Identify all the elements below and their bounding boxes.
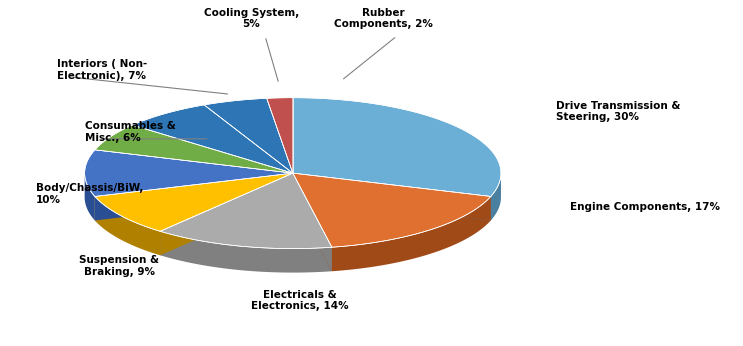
Text: Suspension &
Braking, 9%: Suspension & Braking, 9% (80, 255, 159, 277)
Polygon shape (95, 173, 293, 220)
Polygon shape (160, 173, 293, 255)
Polygon shape (95, 125, 293, 173)
Polygon shape (160, 173, 332, 248)
Text: Rubber
Components, 2%: Rubber Components, 2% (334, 8, 432, 29)
Polygon shape (204, 98, 293, 173)
Text: Cooling System,
5%: Cooling System, 5% (204, 8, 299, 29)
Polygon shape (160, 231, 332, 273)
Polygon shape (332, 197, 491, 271)
Polygon shape (85, 150, 293, 197)
Polygon shape (293, 173, 491, 220)
Text: Drive Transmission &
Steering, 30%: Drive Transmission & Steering, 30% (557, 101, 681, 122)
Text: Consumables &
Misc., 6%: Consumables & Misc., 6% (85, 121, 175, 143)
Polygon shape (95, 197, 160, 255)
Text: Engine Components, 17%: Engine Components, 17% (571, 202, 721, 212)
Text: Body/Chassis/BiW,
10%: Body/Chassis/BiW, 10% (36, 183, 143, 204)
Polygon shape (491, 174, 501, 220)
Polygon shape (132, 105, 293, 173)
Polygon shape (95, 173, 293, 220)
Text: Electricals &
Electronics, 14%: Electricals & Electronics, 14% (251, 290, 348, 311)
Polygon shape (95, 173, 293, 231)
Polygon shape (293, 173, 491, 220)
Polygon shape (293, 173, 332, 271)
Polygon shape (267, 98, 293, 173)
Polygon shape (293, 173, 332, 271)
Text: Interiors ( Non-
Electronic), 7%: Interiors ( Non- Electronic), 7% (57, 60, 147, 81)
Polygon shape (160, 173, 293, 255)
Polygon shape (85, 173, 95, 220)
Polygon shape (293, 173, 491, 247)
Polygon shape (293, 98, 501, 197)
